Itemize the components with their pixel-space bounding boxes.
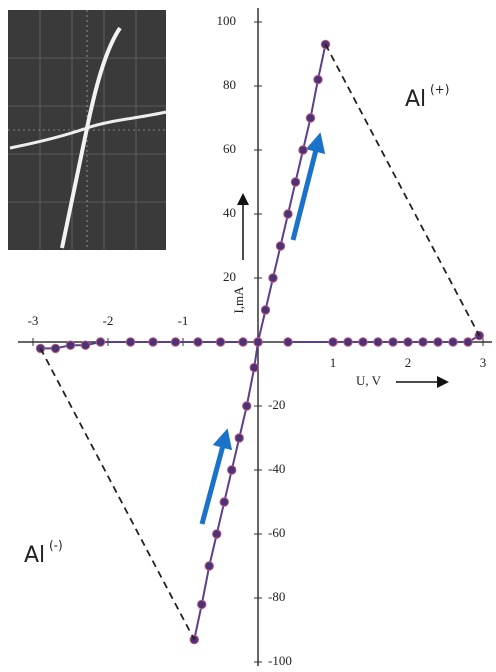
- data-point: [125, 337, 136, 347]
- data-point: [463, 337, 473, 347]
- x-axis-label: U, V: [356, 373, 382, 388]
- data-point: [193, 337, 203, 347]
- dashed-line: [324, 43, 481, 337]
- x-tick-label: -3: [28, 313, 39, 328]
- data-point: [373, 337, 383, 347]
- y-tick-label: -100: [268, 653, 292, 668]
- y-tick-label: 20: [223, 269, 236, 284]
- data-point: [275, 241, 286, 251]
- y-tick-label: 60: [223, 141, 236, 156]
- data-point: [197, 599, 207, 610]
- data-point: [148, 337, 158, 347]
- data-point: [283, 209, 293, 219]
- direction-arrow: [290, 132, 326, 241]
- data-point: [418, 337, 428, 347]
- annotation-sup: (-): [49, 539, 63, 553]
- x-tick-label: -2: [103, 313, 114, 328]
- x-tick-label: 2: [405, 355, 412, 370]
- data-point: [242, 401, 252, 411]
- y-tick-label: 80: [223, 77, 236, 92]
- data-point: [260, 305, 271, 315]
- data-point: [204, 561, 214, 571]
- data-point: [298, 145, 308, 155]
- data-point: [403, 337, 413, 347]
- data-point: [170, 337, 181, 347]
- data-point: [305, 113, 316, 123]
- data-point: [35, 343, 46, 354]
- data-point: [249, 362, 259, 373]
- annotation: Al: [405, 87, 426, 112]
- y-tick-label: 100: [217, 13, 237, 28]
- y-tick-label: 40: [223, 205, 236, 220]
- data-point: [212, 529, 222, 539]
- series-line: [193, 341, 259, 640]
- data-point: [433, 337, 443, 347]
- data-point: [313, 74, 323, 85]
- data-point: [50, 343, 61, 354]
- data-point: [215, 337, 226, 347]
- data-point: [227, 465, 237, 475]
- y-tick-label: -80: [268, 589, 285, 604]
- data-point: [290, 177, 301, 187]
- data-point: [253, 337, 263, 347]
- data-point: [283, 337, 293, 347]
- x-tick-label: -1: [178, 313, 189, 328]
- data-point: [448, 337, 458, 347]
- data-point: [343, 337, 353, 347]
- y-tick-label: -20: [268, 397, 285, 412]
- inset-photo: [8, 10, 167, 250]
- data-point: [95, 337, 106, 347]
- y-tick-label: -40: [268, 461, 285, 476]
- data-point: [234, 433, 244, 443]
- data-point: [65, 340, 76, 350]
- data-point: [219, 497, 229, 507]
- x-tick-label: 1: [330, 355, 337, 370]
- data-point: [358, 337, 368, 347]
- y-tick-label: -60: [268, 525, 285, 540]
- series-line: [257, 44, 327, 343]
- y-axis-label: I,mA: [231, 286, 246, 314]
- data-point: [238, 337, 248, 347]
- data-point: [388, 337, 398, 347]
- data-point: [328, 337, 338, 347]
- annotation: Al: [24, 543, 45, 568]
- annotation-sup: (+): [430, 83, 449, 97]
- x-tick-label: 3: [480, 355, 487, 370]
- dashed-line: [39, 347, 196, 641]
- direction-arrow: [199, 428, 233, 525]
- data-point: [80, 340, 91, 350]
- data-point: [268, 273, 278, 283]
